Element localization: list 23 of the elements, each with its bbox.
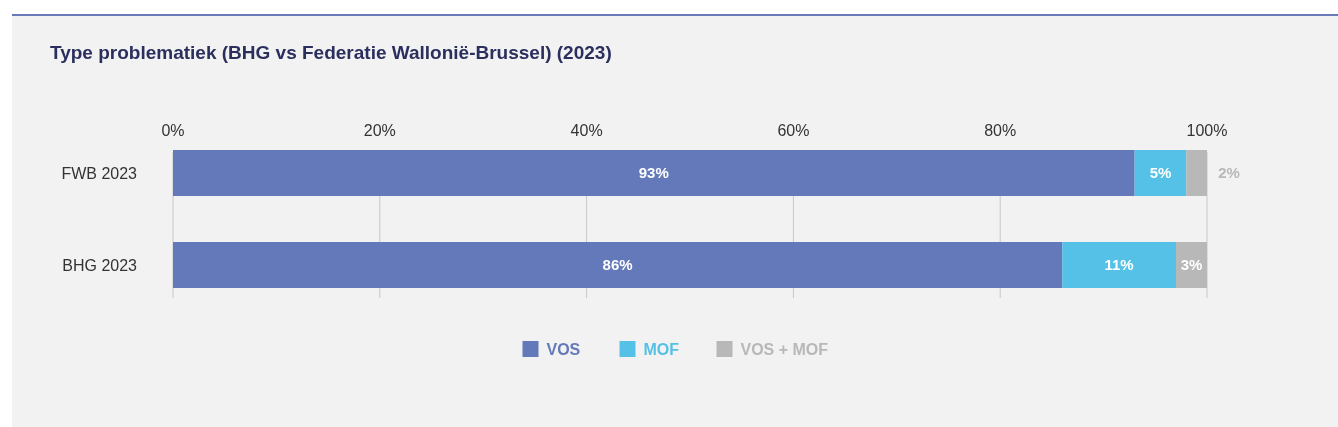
y-tick-label: BHG 2023 [62, 256, 138, 274]
y-tick-label: FWB 2023 [61, 164, 138, 182]
x-tick-label: 80% [984, 122, 1017, 139]
data-label: 2% [1218, 164, 1240, 182]
bar [173, 150, 1135, 196]
legend-label: VOS + MOF [740, 340, 829, 358]
data-label: 93% [638, 164, 669, 182]
data-label: 86% [602, 256, 633, 274]
x-tick-label: 40% [570, 122, 603, 139]
legend-label: VOS [546, 340, 581, 358]
data-label: 5% [1149, 164, 1172, 182]
data-label: 11% [1104, 256, 1134, 274]
bar [1062, 242, 1176, 288]
data-label: 3% [1180, 256, 1203, 274]
x-tick-label: 60% [777, 122, 810, 139]
bar [1186, 150, 1207, 196]
legend-label: MOF [643, 340, 680, 358]
x-tick-label: 0% [161, 122, 185, 139]
bar [173, 242, 1063, 288]
x-tick-label: 20% [363, 122, 396, 139]
chart-title: Type problematiek (BHG vs Federatie Wallonië-Brussel) (2023) [50, 42, 612, 63]
x-tick-label: 100% [1186, 122, 1228, 139]
bar [1134, 150, 1187, 196]
